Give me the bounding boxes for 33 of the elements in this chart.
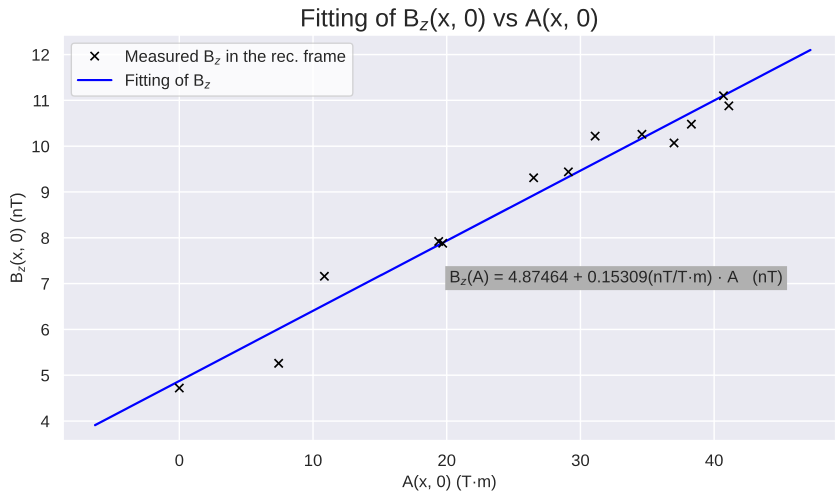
point <box>724 100 734 111</box>
x-tick-label: 40 <box>705 454 723 466</box>
point <box>636 129 647 140</box>
y-tick-label: 5 <box>41 370 50 382</box>
point <box>274 358 284 368</box>
point <box>669 138 680 148</box>
y-tick-label: 10 <box>32 140 50 152</box>
x-tick-label: 10 <box>305 454 322 466</box>
y-tick-label: 12 <box>32 48 49 61</box>
point <box>563 166 574 177</box>
x-axis-title: A(x, 0) (T·m) <box>402 475 496 491</box>
y-tick-label: 4 <box>40 416 50 428</box>
legend-label: Measured B$_{z}$ in the rec. frame <box>126 50 346 64</box>
y-axis-title: B$_{z}$(x, 0) (nT) <box>10 194 26 282</box>
point <box>438 238 448 248</box>
annotation: B$_{z}$(A) = 4.87464 + 0.15309(nT/T·m) · A (nT) <box>450 270 782 286</box>
y-tick-label: 7 <box>41 278 49 290</box>
chart-title: Fitting of B$_{z}$(x, 0) vs A(x, 0) <box>302 8 598 32</box>
y-tick-label: 11 <box>34 94 49 106</box>
point <box>434 236 444 246</box>
legend-label: Fitting of B$_{z}$ <box>126 74 210 90</box>
point <box>528 172 539 183</box>
x-tick-label: 0 <box>175 454 184 466</box>
point <box>686 119 696 130</box>
point <box>590 131 600 142</box>
point <box>718 90 728 101</box>
point <box>174 383 184 394</box>
point <box>319 271 330 282</box>
x-tick-label: 30 <box>572 454 590 466</box>
y-tick-label: 6 <box>41 324 50 336</box>
y-tick-label: 8 <box>41 232 50 244</box>
y-tick-label: 9 <box>41 186 50 198</box>
x-tick-label: 20 <box>438 454 456 466</box>
